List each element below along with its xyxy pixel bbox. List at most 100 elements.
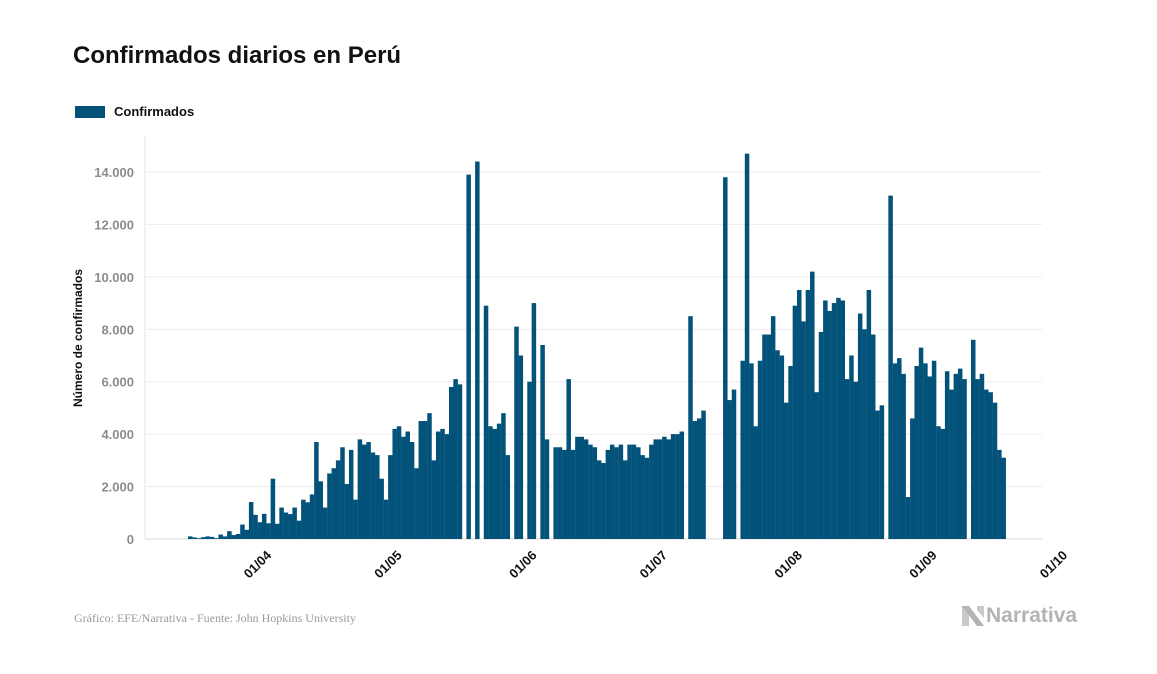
source-footer: Gráfico: EFE/Narrativa - Fuente: John Ho… [74, 611, 356, 625]
data-bar [275, 523, 280, 539]
data-bar [605, 449, 611, 539]
data-bar [296, 520, 302, 539]
data-bar [309, 494, 315, 539]
data-bar [997, 449, 1002, 539]
data-bar [596, 460, 602, 539]
y-tick-label: 4.000 [101, 427, 134, 442]
data-bar [944, 371, 950, 539]
data-bar [579, 436, 584, 539]
data-bar [679, 431, 685, 539]
data-bar [657, 439, 663, 539]
data-bar [788, 365, 793, 539]
data-bar [453, 379, 458, 539]
data-bar [905, 497, 911, 539]
data-bar [857, 313, 863, 539]
data-bar [762, 334, 767, 539]
data-bar [449, 386, 454, 539]
data-bar [731, 389, 737, 539]
data-bar [557, 447, 563, 539]
data-bar [975, 379, 980, 539]
data-bar [770, 316, 776, 539]
data-bar [222, 536, 228, 539]
data-bar [631, 444, 637, 539]
data-bar [775, 350, 780, 539]
y-tick-label: 12.000 [94, 217, 134, 232]
data-bar [388, 455, 393, 539]
data-bar [918, 347, 924, 539]
x-tick-label: 01/04 [241, 547, 275, 581]
y-tick-label: 0 [127, 532, 134, 547]
legend-label: Confirmados [114, 104, 195, 119]
data-bar [1001, 457, 1006, 539]
data-bar [531, 303, 537, 539]
data-bar [644, 457, 650, 539]
data-bar [375, 455, 380, 539]
data-bar [688, 316, 693, 539]
data-bar [870, 334, 876, 539]
data-bar [592, 447, 598, 539]
data-bar [396, 426, 402, 539]
x-tick-label: 01/09 [906, 548, 940, 582]
data-bar [475, 161, 480, 539]
data-bar [875, 410, 880, 539]
data-bar [344, 483, 350, 539]
data-bar [840, 300, 845, 539]
legend: Confirmados [75, 104, 194, 119]
data-bar [892, 363, 898, 539]
data-bar [348, 449, 354, 539]
data-bar [618, 444, 624, 539]
data-bar [957, 368, 963, 539]
data-bar [383, 499, 389, 539]
data-bar [362, 444, 367, 539]
data-bar [379, 478, 384, 539]
data-bar [575, 436, 580, 539]
data-bar [301, 499, 306, 539]
data-bar [218, 534, 223, 539]
data-bar [353, 499, 358, 539]
y-tick-label: 14.000 [94, 165, 134, 180]
data-bar [623, 460, 628, 539]
data-bar [192, 537, 197, 539]
data-bar [318, 481, 323, 539]
data-bar [266, 523, 271, 539]
data-bar [418, 421, 424, 539]
data-bar [514, 326, 519, 539]
data-bar [792, 305, 798, 539]
data-bar [257, 522, 263, 539]
data-bar [518, 355, 524, 539]
data-bar [666, 439, 671, 539]
data-bar [901, 373, 906, 539]
data-bar [505, 455, 511, 539]
data-bar [496, 423, 502, 539]
data-bar [188, 536, 193, 539]
y-axis-title: Número de confirmados [71, 269, 85, 407]
data-bar [984, 389, 989, 539]
brand-logo: Narrativa [962, 604, 1077, 628]
data-bar [248, 502, 254, 539]
data-bar [457, 384, 463, 539]
data-bar [844, 379, 850, 539]
data-bar [831, 303, 837, 539]
data-bar [640, 455, 645, 539]
y-tick-label: 6.000 [101, 375, 134, 390]
data-bar [614, 447, 619, 539]
data-bar [827, 310, 832, 539]
data-bar [992, 402, 998, 539]
data-bar [670, 434, 676, 539]
data-bar [810, 271, 815, 539]
data-bar [331, 468, 337, 539]
data-bar [492, 428, 497, 539]
data-bar [662, 436, 667, 539]
y-tick-label: 10.000 [94, 270, 134, 285]
data-bar [357, 439, 363, 539]
data-bar [327, 473, 332, 539]
data-bar [583, 439, 589, 539]
data-bar [849, 355, 854, 539]
data-bar [609, 444, 615, 539]
data-bar [801, 321, 806, 539]
data-bar [749, 363, 754, 539]
data-bar [392, 428, 397, 539]
data-bar [627, 444, 632, 539]
data-bar [696, 418, 702, 539]
